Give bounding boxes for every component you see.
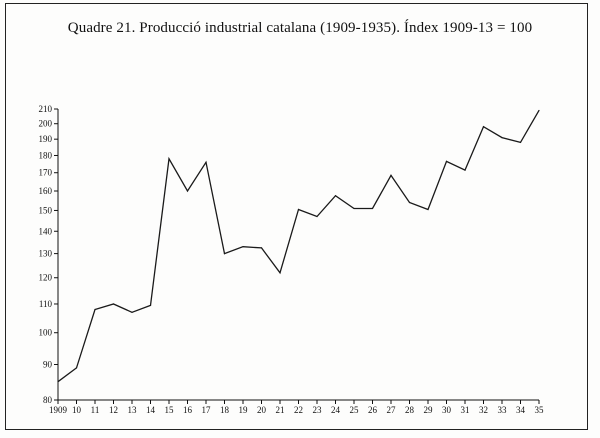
data-point	[334, 195, 337, 197]
chart-frame	[5, 3, 588, 430]
series-group	[57, 109, 540, 383]
y-tick-label: 120	[39, 273, 53, 283]
y-tick-label: 200	[39, 119, 53, 129]
data-point	[112, 303, 115, 305]
data-point	[57, 381, 59, 383]
y-tick-label: 80	[43, 395, 53, 405]
y-tick-label: 110	[39, 299, 53, 309]
x-tick-label: 10	[72, 405, 82, 415]
x-tick-label: 16	[183, 405, 193, 415]
data-point	[538, 109, 540, 112]
x-axis-ticks: 1909 10 11 12 13 14 15 16 17 18 19 20 21 22 23 24 25 26 27…	[49, 400, 544, 415]
x-tick-label: 18	[220, 405, 230, 415]
series-line	[57, 110, 540, 383]
x-tick-label: 26	[368, 405, 378, 415]
x-tick-label: 34	[516, 405, 526, 415]
y-tick-label: 140	[39, 226, 53, 236]
data-point	[242, 246, 244, 248]
x-tick-label: 31	[461, 405, 470, 415]
x-tick-label: 11	[91, 405, 100, 415]
data-point	[445, 160, 448, 163]
data-point	[168, 158, 170, 160]
data-point	[519, 141, 522, 143]
x-tick-label: 20	[257, 405, 267, 415]
y-tick-label: 100	[39, 328, 53, 338]
data-point	[75, 367, 78, 369]
x-tick-label: 29	[424, 405, 434, 415]
y-tick-label: 190	[39, 134, 53, 144]
x-tick-label: 33	[498, 405, 508, 415]
data-point	[371, 207, 374, 210]
data-point	[205, 161, 207, 163]
data-point	[501, 136, 503, 139]
data-point	[149, 304, 152, 306]
x-tick-label: 19	[239, 405, 249, 415]
y-tick-label: 210	[39, 104, 53, 114]
x-tick-label: 12	[109, 405, 118, 415]
y-tick-label: 180	[39, 150, 53, 160]
x-tick-label: 17	[202, 405, 212, 415]
x-tick-label: 30	[442, 405, 452, 415]
x-tick-label: 28	[405, 405, 415, 415]
y-tick-label: 150	[39, 205, 53, 215]
data-point	[316, 215, 318, 218]
x-tick-label: 13	[128, 405, 138, 415]
data-point	[131, 311, 133, 313]
data-point	[353, 207, 355, 210]
y-axis-ticks: 80 90 100 110 120 130 140 150 160 170 180 190 200 210	[39, 104, 58, 405]
chart-title: Quadre 21. Producció industrial catalana…	[67, 20, 533, 36]
x-tick-label: 32	[479, 405, 488, 415]
data-point	[223, 253, 226, 255]
data-point	[482, 126, 485, 128]
y-tick-label: 130	[39, 249, 53, 259]
x-tick-label: 23	[313, 405, 323, 415]
data-point	[297, 208, 300, 211]
y-tick-label: 170	[39, 168, 53, 178]
data-point	[94, 308, 96, 311]
x-tick-label: 15	[165, 405, 175, 415]
y-tick-label: 90	[43, 359, 53, 369]
data-point	[279, 272, 281, 274]
y-tick-label: 160	[39, 186, 53, 196]
x-tick-label: 35	[535, 405, 545, 415]
chart-axes	[57, 109, 539, 401]
x-tick-label: 21	[276, 405, 285, 415]
x-tick-label: 22	[294, 405, 303, 415]
data-point	[260, 247, 263, 249]
data-point	[390, 174, 392, 176]
x-tick-label: 24	[331, 405, 341, 415]
data-point	[427, 208, 429, 211]
x-tick-label: 1909	[49, 405, 68, 415]
x-tick-label: 14	[146, 405, 156, 415]
data-point	[408, 201, 411, 204]
data-point	[464, 169, 466, 171]
x-tick-label: 25	[350, 405, 360, 415]
x-tick-label: 27	[387, 405, 397, 415]
data-point	[186, 190, 189, 192]
